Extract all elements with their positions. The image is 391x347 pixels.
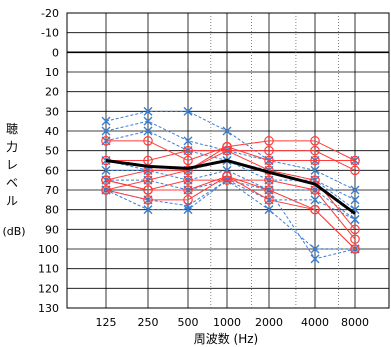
left-ear-x-marker <box>222 126 232 136</box>
y-axis-title-char: 力 <box>6 140 18 154</box>
right-ear-circle-marker <box>350 224 360 235</box>
right-ear-circle-marker <box>350 234 360 244</box>
right-ear-circle-marker <box>183 195 193 205</box>
right-ear-circle-marker <box>101 175 111 185</box>
right-ear-circle-marker <box>101 136 111 146</box>
y-axis-title-char: ベ <box>6 176 18 190</box>
right-ear-circle-marker <box>143 155 153 166</box>
left-ear-x-marker <box>310 165 320 175</box>
right-ear-circle-marker <box>264 175 274 185</box>
right-ear-circle-marker <box>222 171 232 182</box>
y-tick-label: 50 <box>45 145 59 158</box>
x-tick-label: 8000 <box>341 316 369 329</box>
y-tick-label: -10 <box>41 27 59 40</box>
left-ear-x-marker <box>350 185 360 195</box>
left-ear-x-marker <box>143 126 153 136</box>
left-ear-x-marker <box>183 136 193 146</box>
left-ear-x-marker <box>143 205 153 215</box>
y-axis-unit: (dB) <box>2 225 25 238</box>
left-ear-x-marker <box>310 254 320 264</box>
left-ear-x-marker <box>264 205 274 215</box>
right-ear-circle-marker <box>143 136 153 146</box>
left-ear-x-marker <box>101 116 111 126</box>
right-ear-circle-marker <box>183 145 193 156</box>
right-ear-circle-marker <box>183 185 193 195</box>
right-ear-circle-marker <box>143 175 153 185</box>
x-axis-title: 周波数 (Hz) <box>194 331 259 346</box>
left-ear-x-marker <box>183 106 193 116</box>
right-ear-circle-marker <box>222 145 232 156</box>
right-ear-circle-marker <box>183 175 193 185</box>
x-tick-label: 500 <box>178 316 199 329</box>
right-ear-circle-marker <box>310 136 320 146</box>
right-ear-circle-marker <box>350 165 360 176</box>
x-tick-label: 4000 <box>301 316 329 329</box>
x-tick-label: 250 <box>138 316 159 329</box>
right-ear-circle-marker <box>350 155 360 166</box>
right-ear-circle-marker <box>101 185 111 195</box>
left-ear-x-marker <box>143 116 153 126</box>
y-tick-label: 80 <box>45 204 59 217</box>
left-ear-x-marker <box>350 215 360 224</box>
left-ear-x-marker <box>310 195 320 205</box>
right-ear-circle-marker <box>143 185 153 195</box>
y-tick-label: 30 <box>45 105 59 118</box>
right-ear-circle-marker <box>264 145 274 156</box>
right-ear-circle-marker <box>310 155 320 166</box>
y-tick-label: 70 <box>45 184 59 197</box>
right-ear-circle-marker <box>264 195 274 205</box>
right-ear-series-line <box>105 150 356 230</box>
y-tick-label: 60 <box>45 164 59 177</box>
y-axis-title-char: ル <box>6 194 18 208</box>
left-ear-x-marker <box>310 244 320 254</box>
y-tick-label: 110 <box>38 263 59 276</box>
right-ear-circle-marker <box>310 145 320 156</box>
y-tick-label: -20 <box>41 7 59 20</box>
left-ear-x-marker <box>183 205 193 215</box>
left-ear-x-marker <box>350 195 360 205</box>
left-ear-x-marker <box>101 165 111 175</box>
mean-series-line <box>105 158 356 215</box>
y-tick-label: 130 <box>38 302 59 315</box>
y-tick-label: 100 <box>38 243 59 256</box>
right-ear-circle-marker <box>264 155 274 166</box>
y-tick-label: 90 <box>45 223 59 236</box>
right-ear-circle-marker <box>143 195 153 205</box>
x-tick-label: 2000 <box>255 316 283 329</box>
x-tick-label: 125 <box>96 316 117 329</box>
right-ear-circle-marker <box>310 204 320 215</box>
right-ear-circle-marker <box>183 165 193 176</box>
right-ear-circle-marker <box>183 155 193 166</box>
right-ear-circle-marker <box>264 136 274 146</box>
left-ear-x-marker <box>143 106 153 116</box>
y-tick-label: 10 <box>45 66 59 79</box>
y-tick-label: 120 <box>38 282 59 295</box>
x-tick-label: 1000 <box>213 316 241 329</box>
right-ear-series-line <box>105 175 356 250</box>
right-ear-circle-marker <box>350 244 360 254</box>
y-tick-label: 20 <box>45 86 59 99</box>
right-ear-circle-marker <box>264 185 274 195</box>
y-axis-title-char: レ <box>6 158 18 172</box>
y-axis-title-char: 聴 <box>6 122 18 136</box>
left-ear-x-marker <box>101 126 111 136</box>
y-tick-label: 0 <box>52 46 59 59</box>
y-tick-label: 40 <box>45 125 59 138</box>
